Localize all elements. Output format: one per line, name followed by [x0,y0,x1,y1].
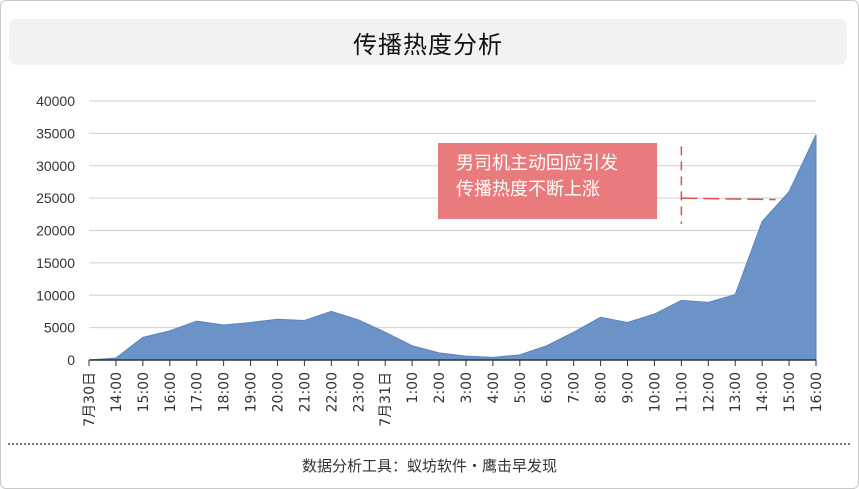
annotation-line-1: 男司机主动回应引发 [456,153,618,174]
x-tick-label: 23:00 [351,372,367,412]
y-tick-label: 40000 [36,93,75,109]
x-tick-label: 22:00 [324,372,340,412]
x-tick-label: 14:00 [755,372,771,412]
y-tick-label: 30000 [36,158,75,174]
x-tick-label: 2:00 [432,372,448,403]
x-tick-label: 7月30日 [82,372,98,427]
x-tick-label: 8:00 [594,372,610,403]
x-tick-label: 15:00 [782,372,798,412]
footer-divider [8,443,850,445]
title-bar: 传播热度分析 [9,19,847,65]
y-tick-label: 35000 [36,125,75,141]
x-tick-label: 1:00 [405,372,421,403]
y-tick-label: 0 [67,352,75,368]
x-tick-label: 17:00 [190,372,206,412]
x-tick-label: 9:00 [621,372,637,403]
x-tick-label: 15:00 [136,372,152,412]
series-area [88,134,817,361]
y-tick-label: 10000 [36,287,75,303]
y-tick-label: 20000 [36,223,75,239]
y-tick-label: 25000 [36,190,75,206]
x-tick-label: 16:00 [163,372,179,412]
x-tick-label: 12:00 [701,372,717,412]
x-tick-label: 20:00 [270,372,286,412]
y-tick-label: 5000 [44,320,75,336]
x-tick-label: 16:00 [809,372,825,412]
x-tick-label: 5:00 [513,372,529,403]
x-tick-label: 21:00 [297,372,313,412]
x-tick-label: 11:00 [674,372,690,412]
annotation-horizontal-line [681,197,776,201]
annotation-line-2: 传播热度不断上涨 [456,179,600,200]
y-tick-label: 15000 [36,255,75,271]
x-tick-label: 6:00 [540,372,556,403]
x-tick-label: 19:00 [244,372,260,412]
x-tick-label: 7月31日 [378,372,394,427]
x-tick-label: 14:00 [109,372,125,412]
x-tick-label: 3:00 [459,372,475,403]
x-tick-label: 7:00 [567,372,583,403]
x-tick-label: 18:00 [217,372,233,412]
x-tick-label: 13:00 [728,372,744,412]
x-tick-label: 10:00 [647,372,663,412]
x-tick-label: 4:00 [486,372,502,403]
footer-credit: 数据分析工具：蚁坊软件・鹰击早发现 [301,457,557,475]
chart-title: 传播热度分析 [353,30,503,59]
annotation-callout: 男司机主动回应引发 传播热度不断上涨 [438,143,657,219]
